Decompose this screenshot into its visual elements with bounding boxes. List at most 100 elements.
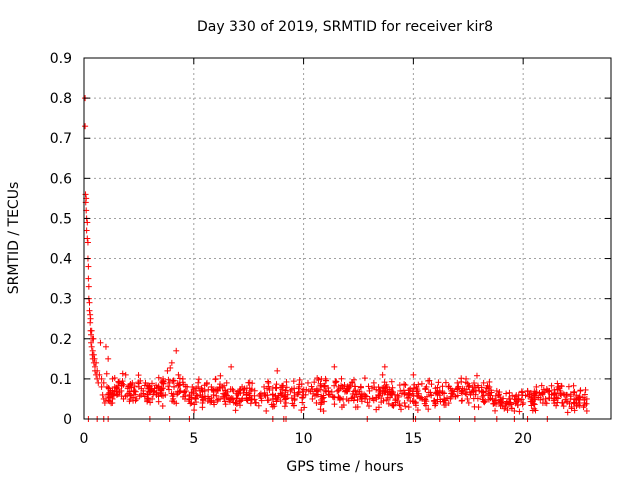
- data-point: [304, 379, 311, 386]
- data-point: [247, 387, 254, 394]
- data-point: [167, 364, 174, 371]
- data-point: [179, 375, 186, 382]
- data-point: [159, 403, 166, 410]
- data-point: [264, 397, 271, 404]
- data-point: [357, 383, 364, 390]
- data-point: [508, 405, 515, 412]
- data-point: [486, 383, 493, 390]
- data-point: [554, 386, 561, 393]
- data-point: [482, 388, 489, 395]
- data-point: [281, 403, 288, 410]
- data-point: [570, 382, 577, 389]
- data-point: [140, 387, 147, 394]
- data-point: [441, 390, 448, 397]
- data-point: [290, 378, 297, 385]
- data-point: [538, 382, 545, 389]
- data-point: [228, 363, 235, 370]
- data-point: [414, 407, 421, 414]
- data-point: [567, 393, 574, 400]
- data-point: [314, 375, 321, 382]
- data-point: [87, 315, 94, 322]
- data-point: [317, 380, 324, 387]
- data-point: [405, 404, 412, 411]
- data-point: [503, 390, 510, 397]
- data-point: [546, 387, 553, 394]
- data-point: [554, 380, 561, 387]
- data-point: [570, 399, 577, 406]
- data-point: [513, 399, 520, 406]
- data-point: [291, 402, 298, 409]
- data-point: [495, 392, 502, 399]
- data-point: [315, 391, 322, 398]
- data-point: [373, 386, 380, 393]
- data-point: [344, 387, 351, 394]
- data-point: [506, 389, 513, 396]
- data-point: [550, 395, 557, 402]
- data-point: [463, 391, 470, 398]
- data-point: [111, 383, 118, 390]
- data-point: [91, 355, 98, 362]
- data-point: [232, 399, 239, 406]
- x-tick-labels: 0 5 10 15 20: [80, 431, 533, 447]
- data-point: [198, 385, 205, 392]
- data-point: [401, 399, 408, 406]
- data-point: [101, 399, 108, 406]
- data-point: [366, 387, 373, 394]
- data-point: [149, 380, 156, 387]
- data-point: [174, 380, 181, 387]
- y-tick-label: 0.7: [50, 131, 72, 147]
- data-point: [221, 391, 228, 398]
- data-point: [230, 387, 237, 394]
- x-tick-label: 5: [189, 431, 198, 447]
- data-point: [102, 343, 109, 350]
- data-point: [300, 391, 307, 398]
- data-point: [402, 381, 409, 388]
- data-point: [464, 380, 471, 387]
- data-point: [105, 355, 112, 362]
- data-point: [170, 395, 177, 402]
- data-point: [542, 399, 549, 406]
- data-point: [278, 391, 285, 398]
- data-point: [217, 372, 224, 379]
- data-point: [116, 379, 123, 386]
- data-point: [492, 407, 499, 414]
- data-point: [255, 402, 262, 409]
- data-point: [436, 387, 443, 394]
- data-point: [217, 395, 224, 402]
- data-point: [82, 191, 89, 198]
- x-tick-label: 10: [295, 431, 313, 447]
- data-point: [560, 403, 567, 410]
- data-point: [296, 383, 303, 390]
- data-point: [392, 395, 399, 402]
- data-point: [197, 391, 204, 398]
- data-point: [375, 391, 382, 398]
- data-point: [191, 407, 198, 414]
- data-point: [439, 383, 446, 390]
- data-point: [104, 383, 111, 390]
- data-point: [188, 399, 195, 406]
- data-point: [380, 397, 387, 404]
- data-point: [120, 395, 127, 402]
- data-point: [350, 397, 357, 404]
- y-tick-label: 0.5: [50, 211, 72, 227]
- data-point: [85, 275, 92, 282]
- data-point: [502, 403, 509, 410]
- data-point: [458, 387, 465, 394]
- data-point: [222, 401, 229, 408]
- data-point: [213, 392, 220, 399]
- data-point: [222, 398, 229, 405]
- data-point: [390, 401, 397, 408]
- data-point: [519, 401, 526, 408]
- data-point: [138, 391, 145, 398]
- data-point: [126, 398, 133, 405]
- data-point: [418, 394, 425, 401]
- data-point: [533, 383, 540, 390]
- data-point: [410, 371, 417, 378]
- data-point: [142, 379, 149, 386]
- data-point: [173, 347, 180, 354]
- data-point: [465, 399, 472, 406]
- data-point: [113, 391, 120, 398]
- data-point: [358, 398, 365, 405]
- data-point: [467, 391, 474, 398]
